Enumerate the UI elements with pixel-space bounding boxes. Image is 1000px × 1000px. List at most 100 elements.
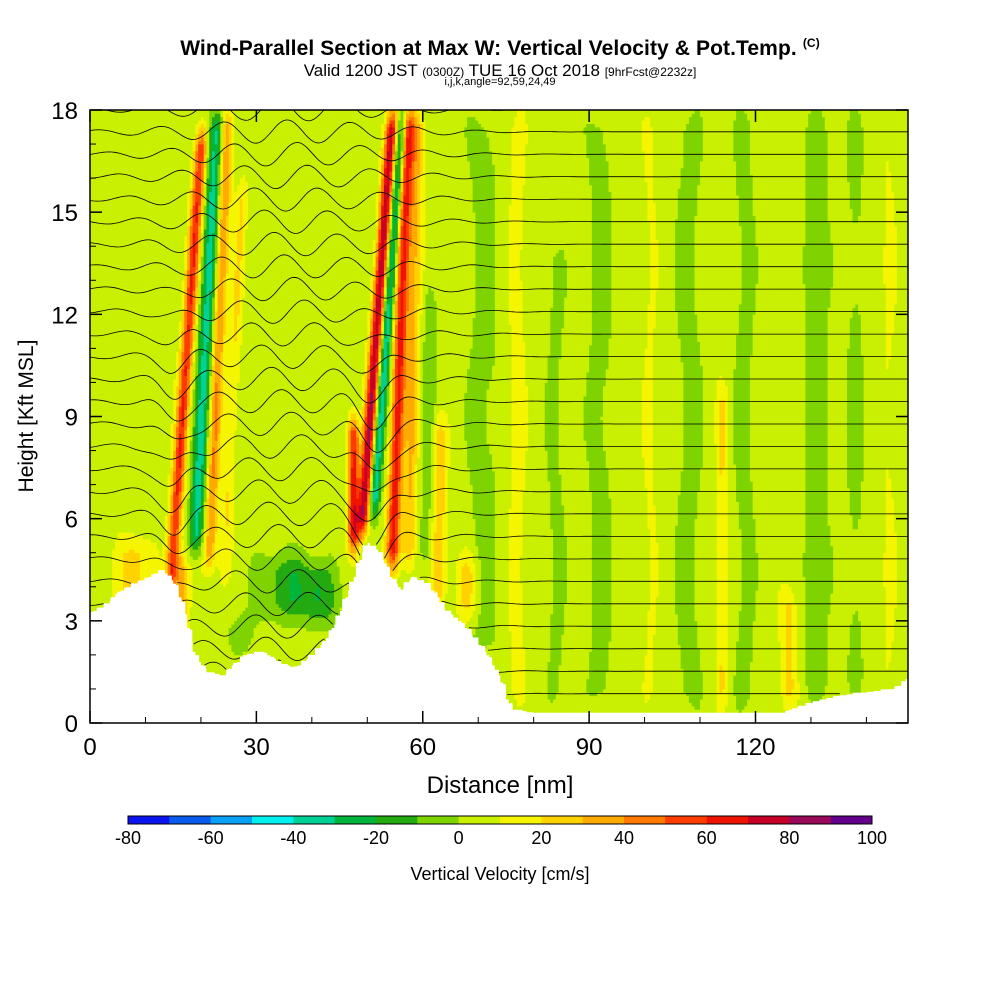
velocity-cell: [212, 341, 216, 366]
velocity-cell: [381, 423, 385, 445]
velocity-cell: [406, 113, 410, 121]
velocity-cell: [650, 110, 654, 128]
velocity-cell: [885, 161, 889, 370]
velocity-cell: [589, 110, 593, 124]
velocity-cell: [245, 229, 249, 608]
velocity-cell: [386, 133, 390, 152]
velocity-cell: [827, 110, 831, 223]
velocity-cell: [239, 344, 243, 615]
velocity-cell: [397, 188, 401, 206]
velocity-cell: [777, 110, 781, 591]
velocity-cell: [813, 110, 817, 703]
velocity-cell: [433, 402, 437, 424]
theta-contour-316: [90, 546, 908, 572]
velocity-cell: [320, 617, 324, 632]
theta-contour-314: [90, 591, 908, 617]
velocity-cell: [200, 559, 205, 574]
velocity-cell: [356, 436, 360, 479]
velocity-cell: [472, 110, 476, 118]
velocity-cell: [331, 607, 335, 628]
velocity-cell: [414, 110, 418, 118]
velocity-cell: [763, 110, 767, 714]
velocity-cell: [594, 695, 598, 714]
velocity-cell: [419, 110, 424, 124]
velocity-cell: [322, 556, 327, 571]
velocity-cell: [364, 389, 368, 404]
velocity-cell: [414, 161, 418, 257]
velocity-cell: [200, 256, 205, 285]
velocity-cell: [347, 419, 351, 431]
velocity-cell: [320, 569, 324, 618]
velocity-cell: [583, 127, 587, 135]
velocity-cell: [647, 222, 651, 305]
velocity-cell: [189, 545, 193, 557]
velocity-cell: [383, 276, 388, 288]
velocity-cell: [198, 556, 202, 663]
velocity-cell: [339, 110, 343, 584]
velocity-cell: [508, 205, 512, 325]
velocity-cell: [772, 110, 776, 714]
velocity-cell: [370, 276, 374, 302]
velocity-cell: [652, 505, 657, 635]
velocity-cell: [480, 110, 485, 128]
velocity-cell: [286, 542, 290, 560]
velocity-cell: [270, 556, 274, 622]
x-tick-label: 0: [83, 734, 96, 761]
velocity-cell: [403, 110, 407, 114]
velocity-cell: [256, 110, 260, 554]
velocity-cell: [117, 110, 121, 533]
velocity-cell: [694, 215, 698, 315]
velocity-cell: [431, 522, 435, 591]
velocity-cell: [139, 535, 144, 581]
velocity-cell: [747, 110, 751, 121]
velocity-cell: [200, 181, 205, 199]
velocity-cell: [311, 617, 315, 632]
velocity-cell: [367, 392, 371, 407]
velocity-cell: [234, 654, 238, 666]
velocity-cell: [641, 379, 645, 458]
theta-contour-331: [90, 209, 908, 234]
velocity-cell: [181, 470, 185, 492]
velocity-cell: [198, 280, 202, 305]
velocity-cell: [605, 110, 609, 162]
velocity-cell: [239, 178, 243, 199]
velocity-cell: [209, 566, 213, 577]
velocity-cell: [411, 205, 415, 455]
velocity-cell: [187, 249, 191, 271]
velocity-cell: [774, 110, 779, 714]
velocity-cell: [852, 222, 856, 308]
velocity-cell: [358, 532, 363, 540]
velocity-cell: [103, 110, 107, 605]
velocity-cell: [589, 651, 593, 697]
velocity-cell: [317, 586, 321, 601]
velocity-cell: [236, 229, 241, 315]
velocity-cell: [655, 596, 659, 714]
velocity-cell: [383, 130, 388, 145]
velocity-cell: [858, 215, 862, 315]
velocity-cell: [284, 545, 288, 564]
velocity-cell: [392, 171, 396, 182]
velocity-cell: [214, 488, 218, 533]
theta-contour-324: [90, 366, 908, 404]
velocity-cell: [822, 695, 826, 700]
velocity-cell: [539, 110, 543, 714]
velocity-cell: [184, 552, 188, 567]
chart-title: Wind-Parallel Section at Max W: Vertical…: [180, 36, 820, 60]
velocity-cell: [256, 624, 260, 652]
velocity-cell: [375, 110, 379, 193]
velocity-cell: [891, 191, 895, 336]
theta-contour-310: [507, 692, 840, 695]
velocity-cell: [608, 498, 612, 642]
velocity-cell: [375, 191, 379, 227]
y-tick-label: 3: [65, 609, 78, 636]
velocity-cell: [239, 198, 243, 261]
velocity-cell: [372, 518, 376, 530]
velocity-cell: [905, 110, 908, 680]
velocity-cell: [395, 164, 399, 179]
velocity-cell: [722, 671, 726, 690]
velocity-cell: [591, 110, 596, 124]
velocity-cell: [306, 110, 310, 554]
velocity-cell: [372, 389, 376, 404]
velocity-cell: [164, 549, 168, 574]
colorbar-swatch: [376, 816, 418, 824]
